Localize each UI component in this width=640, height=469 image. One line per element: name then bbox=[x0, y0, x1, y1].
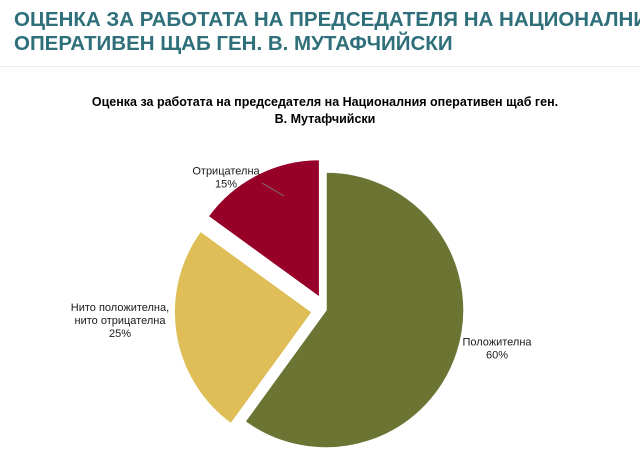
pie-slice-0 bbox=[243, 171, 465, 449]
pie-slice-1 bbox=[173, 230, 314, 425]
chart-title: Оценка за работата на председателя на На… bbox=[60, 94, 590, 128]
page-title-line-2: ОПЕРАТИВЕН ЩАБ ГЕН. В. МУТАФЧИЙСКИ bbox=[14, 32, 453, 55]
page-title-line-1: ОЦЕНКА ЗА РАБОТАТА НА ПРЕДСЕДАТЕЛЯ НА НА… bbox=[14, 8, 640, 31]
chart-title-line-1: Оценка за работата на председателя на На… bbox=[91, 95, 559, 109]
leader-line-2 bbox=[261, 182, 285, 197]
slice-label-1: Нито положителна, нито отрицателна 25% bbox=[71, 302, 169, 340]
pie-slices bbox=[173, 158, 465, 449]
slice-label-2: Отрицателна 15% bbox=[192, 166, 260, 191]
slice-value-label: 15% bbox=[215, 179, 237, 191]
chart-title-line-2: В. Мутафчийски bbox=[274, 112, 376, 126]
slice-category-label: Положителна bbox=[462, 337, 532, 349]
slice-value-label: 25% bbox=[109, 328, 131, 340]
slice-label-0: Положителна 60% bbox=[462, 337, 532, 362]
slice-category-label: Отрицателна bbox=[192, 166, 260, 178]
pie-labels: Положителна 60% Нито положителна, нито отри… bbox=[71, 166, 533, 362]
slice-value-label: 60% bbox=[486, 350, 508, 362]
page-title: ОЦЕНКА ЗА РАБОТАТА НА ПРЕДСЕДАТЕЛЯ НА НА… bbox=[14, 8, 640, 56]
header-divider bbox=[0, 66, 640, 67]
pie-slice-2 bbox=[206, 158, 321, 299]
slice-category-label: Нито положителна, bbox=[71, 302, 169, 314]
slice-category-label: нито отрицателна bbox=[75, 315, 167, 327]
